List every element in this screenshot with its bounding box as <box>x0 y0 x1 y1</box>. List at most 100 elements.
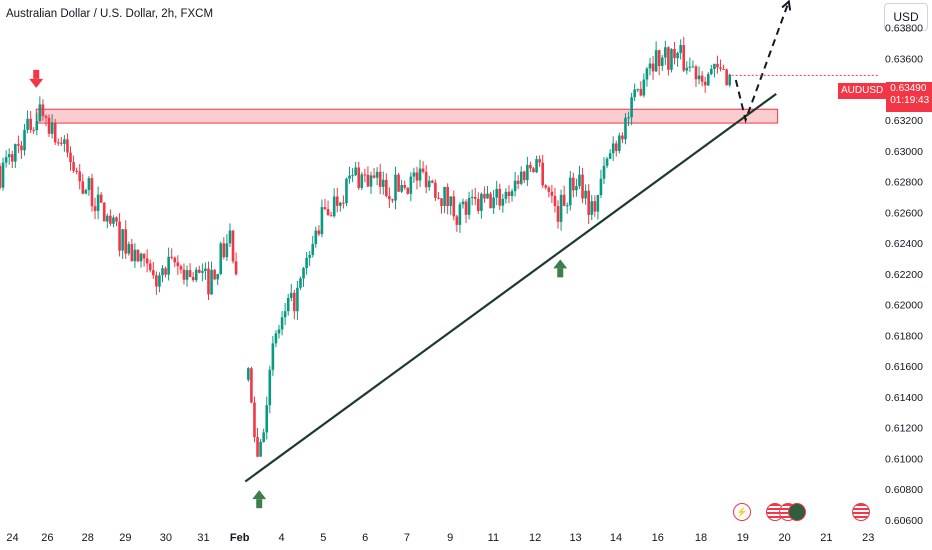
candle-body <box>317 230 321 235</box>
candle-body <box>385 179 388 197</box>
candles <box>0 36 732 458</box>
globe-flag-icon[interactable] <box>788 503 806 521</box>
candle-body <box>130 244 134 262</box>
date-tick-label: 28 <box>82 532 94 544</box>
candle-body <box>664 47 667 58</box>
candle-body <box>78 171 82 182</box>
candle-body <box>572 177 575 191</box>
candle-body <box>660 57 664 67</box>
date-tick-label: 23 <box>862 532 874 544</box>
candle-body <box>452 196 456 217</box>
candle-body <box>332 196 336 217</box>
candle-body <box>461 201 465 205</box>
candle-body <box>624 117 627 140</box>
candle-body <box>35 121 39 131</box>
candle-body <box>308 255 311 258</box>
candle-body <box>455 216 459 225</box>
candle-body <box>262 432 265 442</box>
candle-body <box>268 369 272 406</box>
candle-body <box>713 63 716 69</box>
candle-body <box>513 180 517 192</box>
candle-body <box>72 162 75 171</box>
candle-body <box>522 171 526 181</box>
price-tick-label: 0.61800 <box>885 330 923 342</box>
candle-body <box>608 153 612 159</box>
candle-body <box>335 196 339 206</box>
candle-body <box>483 193 486 199</box>
last-price-tag: AUDUSD 0.63490 01:19:43 <box>838 82 932 112</box>
candle-body <box>510 191 514 196</box>
candle-body <box>492 197 495 209</box>
candle-body <box>547 187 551 192</box>
candle-body <box>590 201 594 215</box>
date-tick-label: 9 <box>447 532 453 544</box>
candle-body <box>50 122 54 134</box>
candle-body <box>152 270 155 276</box>
candle-body <box>437 197 440 199</box>
price-tick-label: 0.63600 <box>885 53 923 65</box>
candle-body <box>207 268 210 295</box>
projection-arrowhead <box>781 0 792 11</box>
candle-body <box>247 368 250 380</box>
candle-body <box>234 261 238 275</box>
us-flag-icon[interactable] <box>852 503 870 521</box>
candle-body <box>118 221 121 251</box>
candle-body <box>584 190 587 199</box>
candle-body <box>378 171 382 187</box>
date-tick-label: 30 <box>160 532 172 544</box>
candle-body <box>648 63 652 69</box>
candle-body <box>96 194 100 211</box>
candle-body <box>228 230 232 244</box>
candle-body <box>213 269 216 280</box>
date-tick-label: 16 <box>652 532 664 544</box>
date-tick-label: 14 <box>610 532 622 544</box>
candle-body <box>139 253 143 262</box>
currency-button[interactable]: USD <box>884 3 928 31</box>
support-trendline <box>244 92 777 483</box>
candle-body <box>565 205 569 207</box>
candle-body <box>621 135 624 140</box>
candle-body <box>219 243 223 274</box>
resistance-zone-box <box>35 108 779 124</box>
price-tick-label: 0.63200 <box>885 115 923 127</box>
price-tick-label: 0.61000 <box>885 453 923 465</box>
lightning-icon[interactable]: ⚡ <box>733 503 751 521</box>
candle-body <box>553 195 557 207</box>
candle-body <box>93 206 97 211</box>
price-tick-label: 0.61600 <box>885 361 923 373</box>
candle-body <box>719 67 722 69</box>
candle-body <box>446 187 449 206</box>
symbol-badge: AUDUSD <box>838 83 887 99</box>
candle-body <box>526 164 529 181</box>
date-tick-label: 6 <box>362 532 368 544</box>
time-axis[interactable]: 24 26 28 29 30 31 Feb 4 5 6 7 9 11 12 13 14 16 18 19 20 21 23 <box>6 532 874 544</box>
candle-body <box>516 180 520 184</box>
candle-body <box>627 117 630 119</box>
drawings <box>244 0 878 483</box>
chart-title: Australian Dollar / U.S. Dollar, 2h, FXC… <box>6 8 214 20</box>
date-tick-label: 5 <box>320 532 326 544</box>
candle-body <box>259 441 262 457</box>
candle-body <box>541 162 544 186</box>
candle-body <box>716 63 719 68</box>
candle-body <box>179 266 183 270</box>
candle-body <box>10 154 14 162</box>
candle-body <box>391 199 394 201</box>
candle-body <box>38 104 42 122</box>
candle-body <box>161 268 164 276</box>
price-tick-label: 0.62400 <box>885 238 923 250</box>
candle-body <box>311 244 315 256</box>
candle-body <box>728 74 732 86</box>
candle-body <box>559 194 563 222</box>
candle-body <box>424 171 428 188</box>
candle-body <box>519 171 523 184</box>
candle-body <box>29 118 32 130</box>
candle-body <box>556 206 560 222</box>
candle-body <box>136 249 140 262</box>
candle-body <box>158 275 161 287</box>
candle-body <box>354 167 357 176</box>
candle-body <box>323 207 327 210</box>
resistance-zone <box>35 108 779 124</box>
candle-body <box>639 89 643 96</box>
